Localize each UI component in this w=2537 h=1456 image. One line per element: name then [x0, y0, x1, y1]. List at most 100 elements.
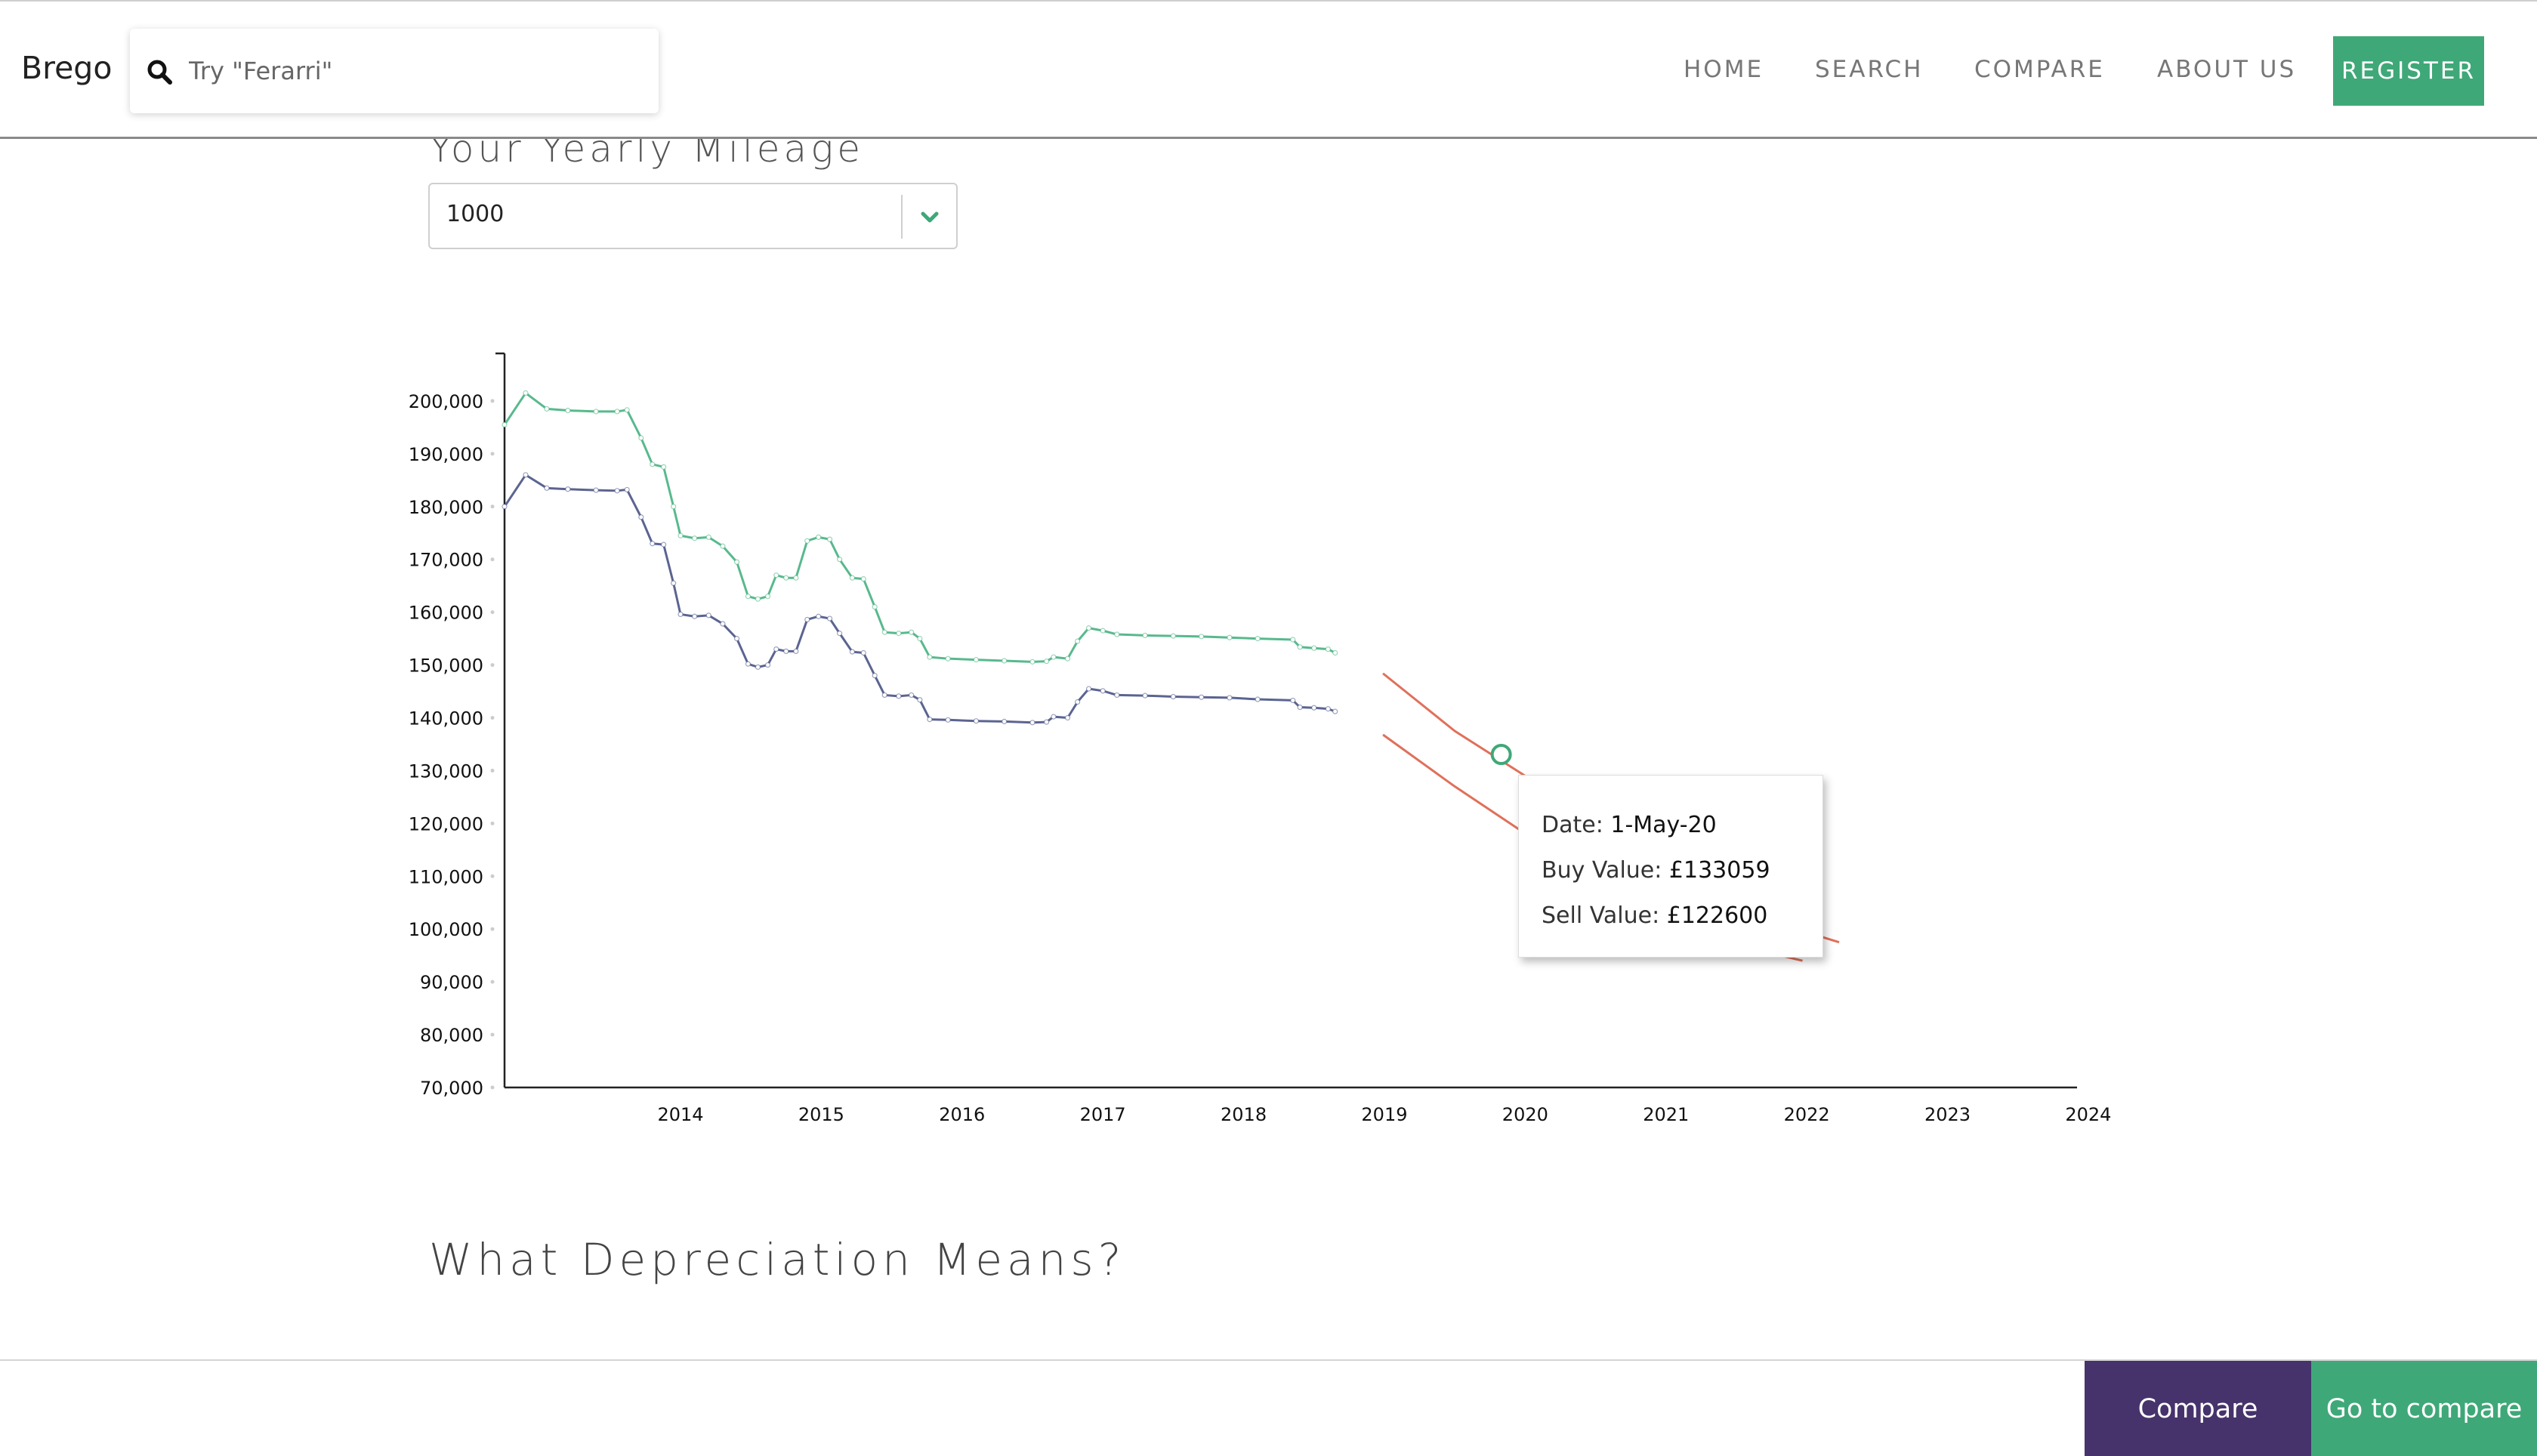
data-point: [849, 649, 855, 655]
y-tick-mark: [490, 1032, 495, 1037]
search-box[interactable]: [130, 29, 659, 113]
data-point: [973, 656, 980, 663]
data-point: [544, 406, 550, 412]
y-axis: 70,000 80,000 90,000 100,000 110,000 120,000 1…: [409, 352, 506, 1099]
data-point: [661, 464, 667, 470]
brand-logo[interactable]: Brego: [21, 50, 113, 86]
data-point: [1311, 645, 1317, 651]
y-tick-label: 170,000: [409, 550, 483, 571]
highlight-marker: [1490, 744, 1512, 766]
data-point: [705, 534, 711, 540]
y-tick-mark: [490, 663, 495, 668]
data-point: [945, 656, 951, 662]
search-input[interactable]: [189, 47, 642, 95]
tooltip-date: Date: 1-May-20: [1542, 812, 1717, 838]
data-point: [1227, 695, 1233, 701]
data-point: [1100, 688, 1106, 694]
data-point: [671, 504, 677, 510]
data-point: [1075, 638, 1081, 644]
y-tick-mark: [490, 1085, 495, 1090]
y-tick-label: 130,000: [409, 760, 483, 782]
data-point: [816, 613, 822, 619]
y-tick-label: 70,000: [420, 1078, 483, 1099]
y-tick-mark: [490, 452, 495, 456]
go-to-compare-button[interactable]: Go to compare: [2311, 1361, 2537, 1456]
data-point: [773, 572, 779, 578]
y-tick-label: 90,000: [420, 972, 483, 993]
data-point: [1085, 625, 1092, 631]
data-point: [896, 693, 902, 699]
hover-point[interactable]: [1490, 744, 1512, 766]
nav-home[interactable]: HOME: [1684, 56, 1764, 83]
x-tick-label: 2018: [1221, 1104, 1267, 1125]
data-point: [677, 611, 684, 618]
data-point: [523, 472, 529, 478]
data-point: [733, 559, 740, 565]
nav-compare[interactable]: COMPARE: [1974, 56, 2105, 83]
data-point: [1051, 654, 1057, 660]
nav-search[interactable]: SEARCH: [1815, 56, 1924, 83]
nav-about-us[interactable]: ABOUT US: [2157, 56, 2297, 83]
data-point: [565, 407, 571, 414]
data-point: [1100, 628, 1106, 634]
data-point: [773, 646, 779, 652]
data-point: [896, 631, 902, 637]
y-tick-mark: [490, 927, 495, 931]
data-point: [872, 604, 878, 610]
data-point: [1085, 686, 1092, 692]
data-point: [1325, 646, 1331, 652]
depreciation-title: What Depreciation Means?: [429, 1234, 1126, 1285]
data-point: [927, 654, 933, 660]
data-point: [692, 535, 698, 541]
data-point: [1170, 693, 1176, 700]
data-point: [745, 661, 752, 667]
data-point: [764, 594, 771, 600]
data-point: [909, 692, 915, 699]
compare-button[interactable]: Compare: [2085, 1361, 2311, 1456]
data-point: [614, 488, 620, 494]
data-point: [1064, 714, 1071, 721]
data-point: [1227, 634, 1233, 640]
y-tick-mark: [490, 979, 495, 984]
data-point: [826, 536, 833, 542]
data-point: [614, 409, 620, 415]
data-point: [973, 718, 980, 724]
data-point: [1297, 704, 1303, 711]
y-tick-mark: [490, 504, 495, 509]
sell-value-line: [503, 474, 1336, 724]
data-point: [565, 486, 571, 492]
data-point: [745, 594, 752, 600]
data-point: [661, 541, 667, 548]
data-point: [793, 648, 799, 654]
data-point: [945, 717, 951, 723]
y-tick-mark: [490, 768, 495, 773]
data-point: [1044, 659, 1050, 665]
y-tick-label: 150,000: [409, 656, 483, 677]
y-tick-label: 160,000: [409, 603, 483, 624]
data-point: [624, 407, 630, 413]
yearly-mileage-select[interactable]: 1000: [428, 183, 958, 249]
data-point: [650, 541, 656, 547]
data-point: [1297, 644, 1303, 650]
chart-tooltip: Date: 1-May-20 Buy Value: £133059 Sell V…: [1518, 775, 1823, 958]
data-point: [1114, 692, 1120, 699]
data-point: [764, 662, 771, 668]
x-tick-label: 2014: [657, 1104, 703, 1125]
chevron-down-icon[interactable]: [915, 202, 945, 233]
x-tick-label: 2019: [1361, 1104, 1407, 1125]
data-point: [705, 612, 711, 618]
y-tick-mark: [490, 821, 495, 825]
x-tick-label: 2024: [2065, 1104, 2111, 1125]
x-tick-label: 2016: [939, 1104, 985, 1125]
data-point: [593, 487, 599, 493]
x-tick-label: 2015: [798, 1104, 844, 1125]
data-point: [720, 621, 726, 627]
register-button[interactable]: REGISTER: [2333, 36, 2484, 106]
data-point: [1332, 708, 1338, 714]
data-point: [804, 616, 810, 623]
data-point: [1064, 656, 1071, 662]
data-point: [733, 636, 740, 642]
data-point: [1114, 631, 1120, 637]
data-point: [804, 538, 810, 544]
